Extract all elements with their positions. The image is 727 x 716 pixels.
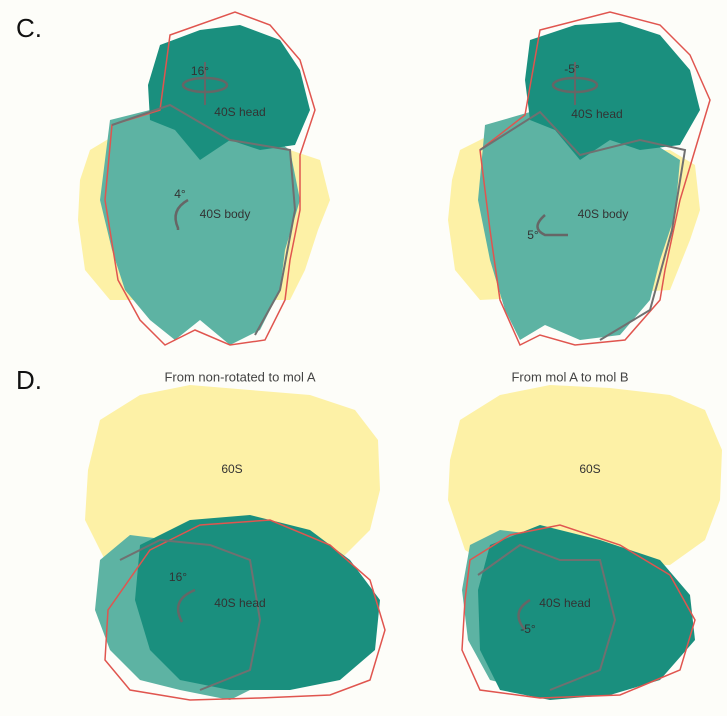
label: 40S body — [578, 207, 629, 221]
label: 60S — [579, 462, 600, 476]
panel-d-right: From mol A to mol B 60S 40S head -5° — [448, 369, 722, 700]
angle: 16° — [191, 64, 209, 78]
angle: -5° — [564, 62, 580, 76]
label: 40S body — [200, 207, 251, 221]
caption: From mol A to mol B — [511, 369, 628, 384]
label: 40S head — [214, 596, 265, 610]
label: 40S head — [214, 105, 265, 119]
label: 60S — [221, 462, 242, 476]
angle: 16° — [169, 570, 187, 584]
panel-d-left: From non-rotated to mol A 60S 16° 40S he… — [85, 369, 385, 700]
angle: 5° — [527, 228, 539, 242]
panel-label: C. — [16, 13, 42, 43]
angle: 4° — [174, 187, 186, 201]
label: 40S head — [539, 596, 590, 610]
figure: 16° 40S head 4° 40S body -5° 40S head 40… — [0, 0, 727, 716]
label: 40S head — [571, 107, 622, 121]
panel-label: D. — [16, 365, 42, 395]
caption: From non-rotated to mol A — [164, 369, 315, 384]
angle: -5° — [520, 622, 536, 636]
